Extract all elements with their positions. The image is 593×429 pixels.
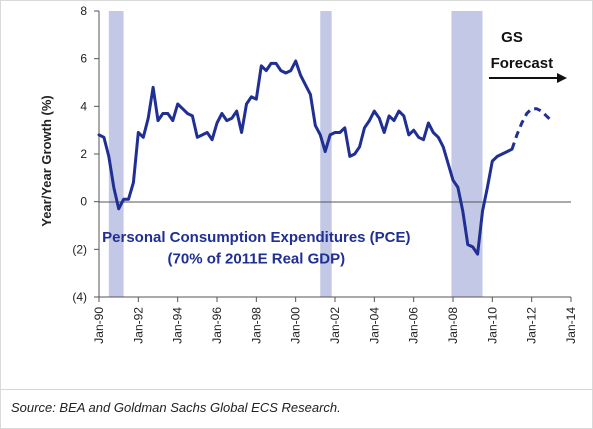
x-tick-label: Jan-06 (407, 307, 421, 344)
x-tick-label: Jan-00 (289, 307, 303, 344)
x-tick-label: Jan-96 (210, 307, 224, 344)
annotation-gs: GS (501, 29, 523, 46)
x-tick-label: Jan-04 (367, 307, 381, 344)
x-tick-label: Jan-08 (446, 307, 460, 344)
x-tick-label: Jan-02 (328, 307, 342, 344)
y-ticks: (4) (2) 0 2 4 6 8 (72, 4, 99, 304)
source-note: Source: BEA and Goldman Sachs Global ECS… (11, 400, 341, 415)
x-tick-label: Jan-98 (249, 307, 263, 344)
footer-divider (1, 389, 593, 390)
y-tick-label: 8 (80, 4, 87, 18)
annotation-forecast: Forecast (491, 55, 554, 72)
series (97, 59, 553, 256)
recession-band-1 (320, 11, 332, 297)
x-tick-label: Jan-94 (171, 307, 185, 344)
annotation-pce-title: Personal Consumption Expenditures (PCE) (102, 229, 410, 246)
x-tick-label: Jan-14 (564, 307, 578, 344)
recession-band-0 (108, 11, 124, 297)
y-tick-label: (2) (72, 242, 87, 256)
y-tick-label: (4) (72, 290, 87, 304)
y-tick-label: 2 (80, 147, 87, 161)
pce-series-line (97, 59, 514, 256)
x-tick-label: Jan-90 (92, 307, 106, 344)
x-tick-label: Jan-10 (485, 307, 499, 344)
forecast-arrow (489, 73, 567, 83)
y-tick-label: 0 (80, 195, 87, 209)
annotation-pce-subtitle: (70% of 2011E Real GDP) (168, 251, 346, 268)
forecast-series-line (510, 107, 553, 150)
x-tick-label: Jan-12 (525, 307, 539, 344)
forecast-arrow-head (557, 73, 567, 83)
y-tick-label: 6 (80, 52, 87, 66)
y-axis-title: Year/Year Growth (%) (39, 95, 54, 227)
y-tick-label: 4 (80, 99, 87, 113)
x-ticks: Jan-90 Jan-92 Jan-94 Jan-96 Jan-98 Jan-00 Jan-… (92, 297, 578, 344)
recession-shading (108, 11, 483, 297)
x-tick-label: Jan-92 (131, 307, 145, 344)
